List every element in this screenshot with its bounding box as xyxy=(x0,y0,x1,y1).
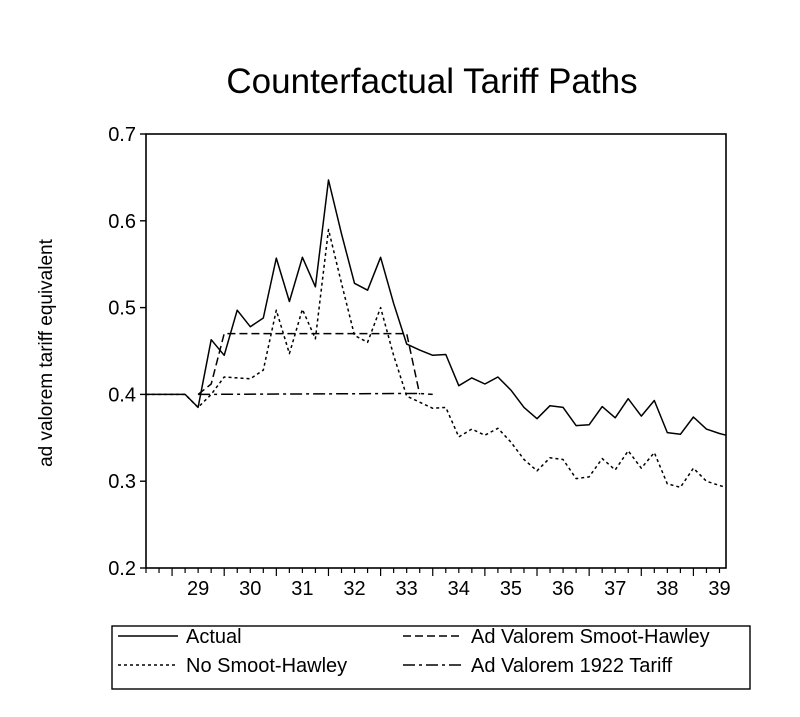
x-tick-label: 35 xyxy=(500,578,522,600)
x-tick-label: 34 xyxy=(448,578,470,600)
x-tick-label: 32 xyxy=(343,578,365,600)
y-tick-label: 0.4 xyxy=(108,384,136,406)
legend xyxy=(111,625,751,690)
y-tick-label: 0.3 xyxy=(108,471,136,493)
x-tick-label: 38 xyxy=(656,578,678,600)
x-tick-label: 39 xyxy=(708,578,730,600)
plot-frame xyxy=(145,133,727,569)
y-axis-label: ad valorem tariff equivalent xyxy=(36,238,57,466)
y-tick-label: 0.6 xyxy=(108,211,136,233)
x-tick-label: 30 xyxy=(239,578,261,600)
x-tick-label: 31 xyxy=(291,578,313,600)
x-axis: 29 30 31 32 33 34 35 36 37 38 39 xyxy=(145,568,731,600)
legend-label-actual: Actual xyxy=(186,626,242,648)
series-lines xyxy=(146,179,727,489)
y-tick-label: 0.2 xyxy=(108,558,136,580)
chart-title: Counterfactual Tariff Paths xyxy=(226,62,637,101)
x-tick-label: 37 xyxy=(604,578,626,600)
series-line-ad-valorem-smoot-hawley xyxy=(197,332,421,395)
legend-label-no-smoot-hawley: No Smoot-Hawley xyxy=(186,655,347,677)
x-tick-label: 33 xyxy=(396,578,418,600)
series-line-actual xyxy=(146,179,727,436)
x-tick-label: 36 xyxy=(552,578,574,600)
y-tick-label: 0.7 xyxy=(108,124,136,146)
series-line-ad-valorem-1922-tariff xyxy=(198,392,433,396)
legend-label-ad-valorem-1922-tariff: Ad Valorem 1922 Tariff xyxy=(471,655,673,677)
legend-entries: Actual Ad Valorem Smoot-Hawley No Smoot-Ha… xyxy=(118,626,710,677)
series-line-no-smoot-hawley xyxy=(146,228,727,489)
x-tick-label: 29 xyxy=(187,578,209,600)
y-axis: 0.2 0.3 0.4 0.5 0.6 0.7 xyxy=(108,124,146,580)
legend-label-ad-valorem-smoot-hawley: Ad Valorem Smoot-Hawley xyxy=(471,626,710,648)
y-tick-label: 0.5 xyxy=(108,298,136,320)
